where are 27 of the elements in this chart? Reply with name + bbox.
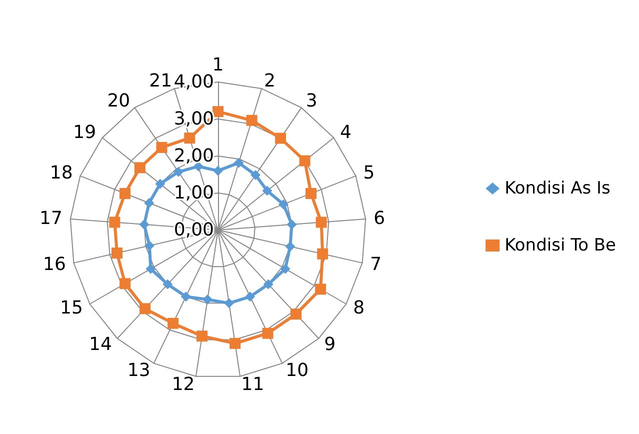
spoke-label: 4 — [340, 122, 352, 144]
spoke-label: 1 — [212, 54, 224, 76]
spoke-label: 14 — [88, 334, 112, 355]
legend-label: Kondisi To Be — [504, 236, 616, 256]
spoke-label: 13 — [127, 360, 150, 382]
spoke-label: 15 — [60, 298, 83, 318]
spoke-label: 18 — [50, 162, 73, 184]
spoke-label: 6 — [374, 208, 386, 229]
y-tick-label: 2,00 — [174, 146, 214, 166]
spoke-label: 8 — [353, 298, 365, 318]
spoke-label: 19 — [73, 122, 96, 144]
spoke-label: 16 — [43, 254, 66, 276]
spoke-label: 21 — [149, 70, 172, 92]
y-tick-label: 0,00 — [174, 220, 214, 240]
spoke-label: 12 — [172, 374, 195, 395]
spoke-label: 10 — [286, 360, 309, 382]
legend-label: Kondisi As Is — [504, 178, 610, 198]
spoke-label: 7 — [370, 254, 382, 276]
spoke-label: 11 — [241, 374, 264, 395]
spoke-label: 5 — [363, 162, 375, 184]
spoke-label: 17 — [40, 208, 62, 229]
spoke-label: 20 — [107, 90, 130, 112]
spoke-label: 2 — [264, 70, 276, 92]
y-tick-label: 1,00 — [174, 182, 214, 204]
spoke-label: 9 — [324, 334, 336, 355]
spoke-label: 3 — [306, 90, 318, 112]
y-tick-label: 4,00 — [174, 72, 214, 92]
